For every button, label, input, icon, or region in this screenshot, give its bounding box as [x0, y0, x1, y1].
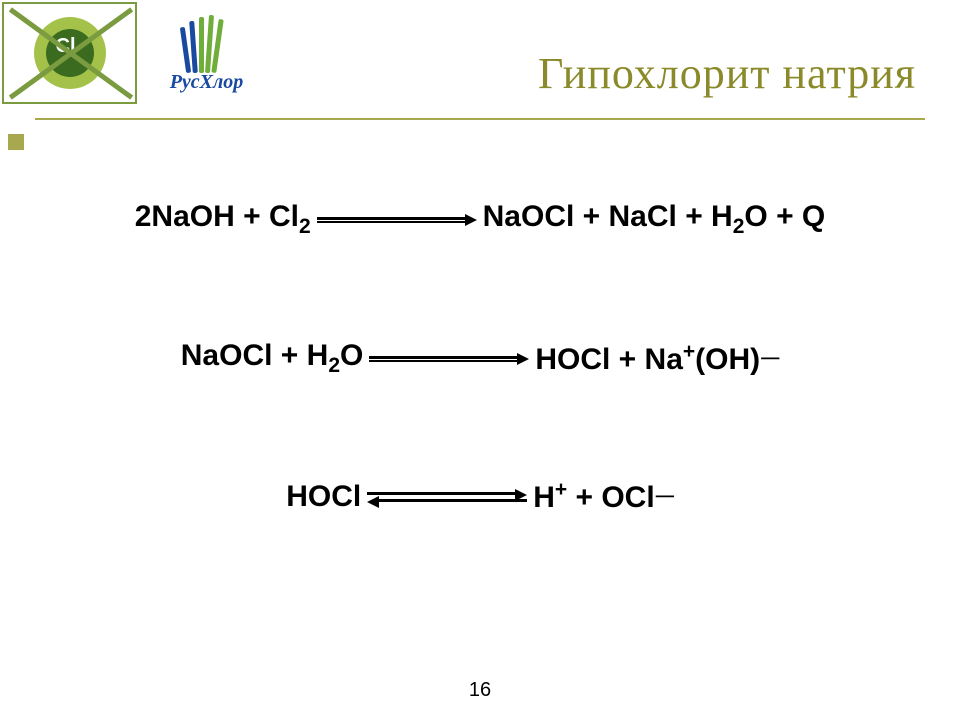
side-bullet [8, 134, 24, 150]
eq2-rhs: HOCl + Na+(OH)─ [535, 340, 779, 377]
eq1-rhs: NaOCl + NaCl + H2O + Q [483, 200, 826, 239]
eq1-arrow [317, 213, 477, 227]
logo-ruschlor-text: РусХлор [139, 2, 274, 104]
title-divider [35, 118, 925, 120]
equation-3: HOCl H+ + OCl─ [286, 478, 674, 515]
eq1-lhs: 2NaOH + Cl2 [135, 200, 311, 239]
eq3-arrow [367, 490, 527, 504]
logo2-label: РусХлор [170, 71, 244, 94]
eq3-rhs: H+ + OCl─ [533, 478, 674, 515]
slide-title: Гипохлорит натрия [538, 48, 916, 99]
eq2-arrow [369, 352, 529, 366]
equations-area: 2NaOH + Cl2 NaOCl + NaCl + H2O + Q NaOCl… [0, 200, 960, 515]
page-number: 16 [0, 679, 960, 702]
equation-2: NaOCl + H2O HOCl + Na+(OH)─ [181, 339, 779, 378]
equation-1: 2NaOH + Cl2 NaOCl + NaCl + H2O + Q [135, 200, 826, 239]
logo-area: Cl РусХлор [2, 2, 274, 104]
eq3-lhs: HOCl [286, 480, 361, 514]
logo-ruschlor-emblem: Cl [2, 2, 137, 104]
eq2-lhs: NaOCl + H2O [181, 339, 364, 378]
